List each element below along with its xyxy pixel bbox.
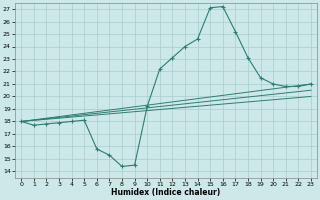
X-axis label: Humidex (Indice chaleur): Humidex (Indice chaleur) (111, 188, 221, 197)
